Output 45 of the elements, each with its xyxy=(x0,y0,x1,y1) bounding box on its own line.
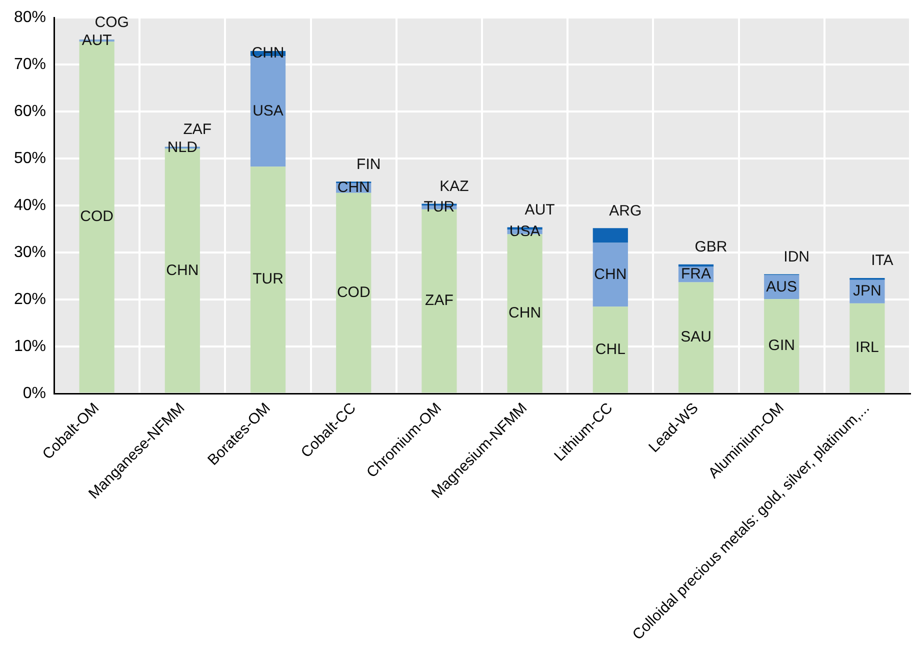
data-label: ZAF xyxy=(425,292,454,310)
data-label: FRA xyxy=(681,266,712,283)
y-tick-label: 40% xyxy=(14,197,46,214)
bar xyxy=(592,242,628,307)
data-label: IRL xyxy=(856,339,879,356)
data-label: CHN xyxy=(594,266,627,283)
bar xyxy=(250,56,286,167)
bar xyxy=(764,299,800,393)
y-tick-label: 50% xyxy=(14,150,46,167)
y-tick-label: 70% xyxy=(14,56,46,74)
data-label: ARG xyxy=(609,202,642,220)
bar xyxy=(592,306,628,393)
data-label: GBR xyxy=(694,238,728,256)
y-tick-label: 20% xyxy=(14,291,46,308)
bar xyxy=(336,192,372,393)
data-label: ITA xyxy=(871,252,894,270)
data-label: ZAF xyxy=(183,120,212,138)
bar xyxy=(850,303,885,393)
data-label: CHN xyxy=(166,262,199,279)
data-label: SAU xyxy=(680,328,712,346)
y-tick-label: 60% xyxy=(14,103,46,120)
data-label: NLD xyxy=(167,139,198,156)
bar xyxy=(678,282,714,393)
data-label: AUS xyxy=(766,278,798,296)
bar xyxy=(250,166,286,393)
data-label: TUR xyxy=(252,270,284,288)
data-label: AUT xyxy=(524,201,555,218)
y-tick-label: 80% xyxy=(14,9,46,26)
y-tick-label: 0% xyxy=(22,384,46,402)
y-tick-label: 10% xyxy=(14,338,46,355)
data-label: KAZ xyxy=(440,178,469,195)
data-label: CHL xyxy=(595,340,626,358)
data-label: COG xyxy=(94,14,129,31)
data-label: JPN xyxy=(853,282,882,300)
data-label: FIN xyxy=(356,156,381,173)
data-label: COD xyxy=(336,284,370,301)
y-tick-label: 30% xyxy=(14,244,46,261)
data-label: COD xyxy=(80,208,114,226)
data-label: CHN xyxy=(508,304,542,322)
data-label: USA xyxy=(252,102,284,120)
data-label: IDN xyxy=(784,248,810,266)
data-label: AUT xyxy=(82,32,112,50)
data-label: CHN xyxy=(337,179,370,196)
bar xyxy=(592,228,628,243)
data-label: GIN xyxy=(768,336,795,354)
